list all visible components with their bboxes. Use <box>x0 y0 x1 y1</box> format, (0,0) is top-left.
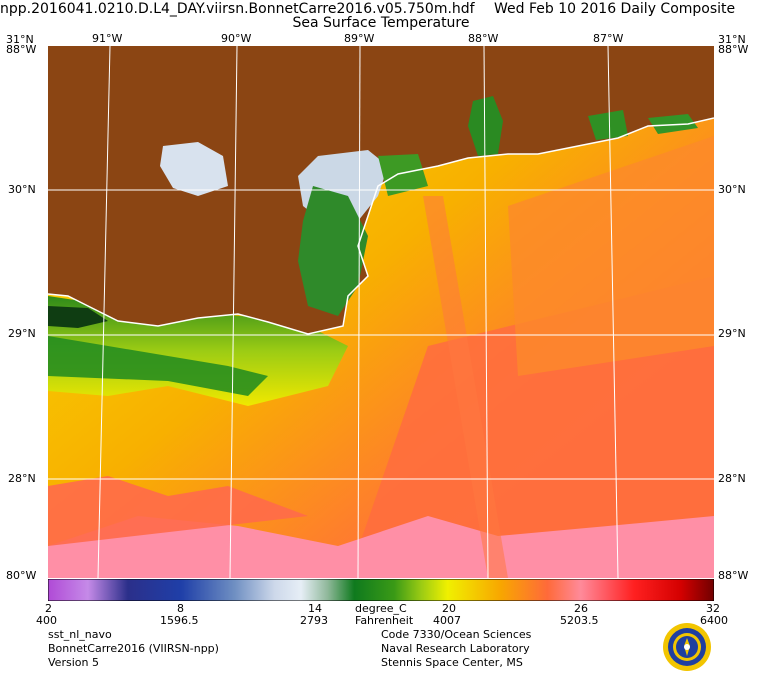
navy-seal-icon <box>663 623 711 671</box>
cb-unit-celsius: degree_C <box>355 602 407 615</box>
lake-pontchartrain <box>160 142 228 196</box>
lon-label-top-5: 87°W <box>593 32 624 45</box>
atchafalaya-water <box>48 306 108 328</box>
cb-celsius-4: 20 <box>442 602 456 615</box>
cb-unit-fahrenheit: Fahrenheit <box>355 614 414 627</box>
chandeleur-water <box>378 154 428 196</box>
org-location: Stennis Space Center, MS <box>381 656 523 669</box>
product-title: Sea Surface Temperature <box>292 15 470 31</box>
pensacola-bay <box>588 110 628 140</box>
composite-date: Wed Feb 10 2016 Daily Composite <box>494 1 736 17</box>
cb-fahr-1: 400 <box>36 614 57 627</box>
cb-celsius-1: 2 <box>45 602 52 615</box>
delta-cold-water <box>298 186 368 316</box>
corner-lon-top-left: 88°W <box>6 43 37 56</box>
lat-label-left-29: 29°N <box>8 327 36 340</box>
version-label: Version 5 <box>48 656 99 669</box>
sst-map <box>48 46 714 578</box>
orange-warm-band <box>48 476 308 546</box>
cb-celsius-6: 32 <box>706 602 720 615</box>
corner-lat-top-left: 31°N <box>6 33 34 46</box>
corner-lon-top-right: 88°W <box>718 43 749 56</box>
lat-label-right-28: 28°N <box>718 472 746 485</box>
cb-fahr-5: 5203.5 <box>560 614 599 627</box>
graticule <box>48 46 714 578</box>
corner-bottom-left: 80°W <box>6 569 37 582</box>
cb-celsius-2: 8 <box>177 602 184 615</box>
lon-label-top-2: 90°W <box>221 32 252 45</box>
cb-fahr-2: 1596.5 <box>160 614 199 627</box>
file-name: npp.2016041.0210.D.L4_DAY.viirsn.BonnetC… <box>0 1 475 17</box>
color-scale-bar <box>48 579 714 601</box>
land-mass <box>48 46 714 334</box>
lon-label-top-1: 91°W <box>92 32 123 45</box>
cb-celsius-5: 26 <box>574 602 588 615</box>
dataset-name: BonnetCarre2016 (VIIRSN-npp) <box>48 642 219 655</box>
lon-label-top-3: 89°W <box>344 32 375 45</box>
corner-lat-top-right: 31°N <box>718 33 746 46</box>
cb-fahr-4: 4007 <box>433 614 461 627</box>
lon-label-top-4: 88°W <box>468 32 499 45</box>
pink-warm-band <box>48 516 714 578</box>
lat-label-left-30: 30°N <box>8 183 36 196</box>
warm-water-east <box>508 136 714 376</box>
coastline <box>48 117 714 335</box>
lat-label-left-28: 28°N <box>8 472 36 485</box>
product-code: sst_nl_navo <box>48 628 112 641</box>
lat-label-right-30: 30°N <box>718 183 746 196</box>
lat-label-right-29: 29°N <box>718 327 746 340</box>
mobile-bay <box>468 96 503 156</box>
cb-fahr-3: 2793 <box>300 614 328 627</box>
org-code: Code 7330/Ocean Sciences <box>381 628 532 641</box>
corner-bottom-right: 88°W <box>718 569 749 582</box>
swath-edge <box>423 196 508 578</box>
cb-celsius-3: 14 <box>308 602 322 615</box>
org-name: Naval Research Laboratory <box>381 642 530 655</box>
cb-fahr-6: 6400 <box>700 614 728 627</box>
